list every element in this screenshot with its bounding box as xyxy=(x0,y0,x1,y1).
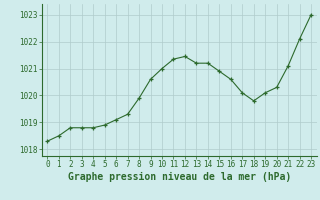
X-axis label: Graphe pression niveau de la mer (hPa): Graphe pression niveau de la mer (hPa) xyxy=(68,172,291,182)
